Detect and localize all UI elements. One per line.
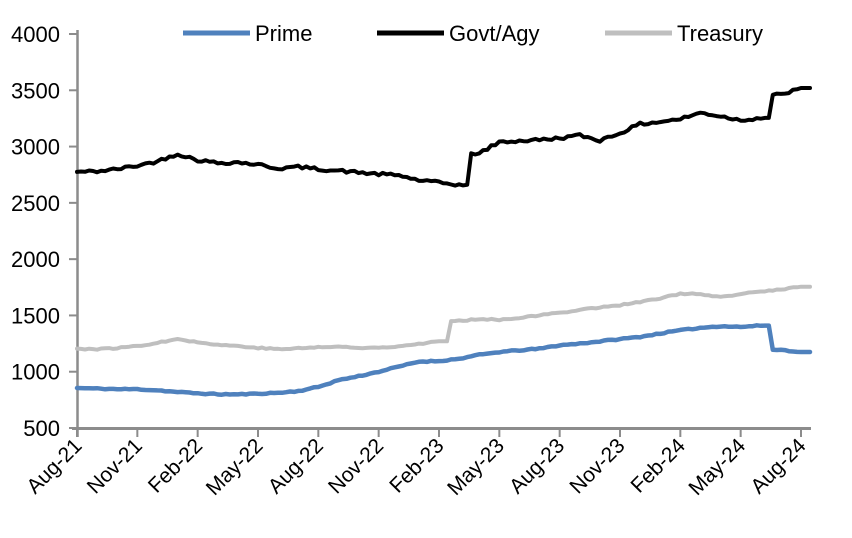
x-tick-label: Aug-24 <box>746 434 810 498</box>
x-tick-label: Aug-21 <box>22 434 86 498</box>
x-tick-label: May-22 <box>202 434 268 500</box>
series-line-prime <box>74 323 813 397</box>
x-tick-label: Nov-22 <box>324 434 388 498</box>
legend: Prime Govt/Agy Treasury <box>183 21 763 46</box>
x-tick-label: Aug-22 <box>264 434 328 498</box>
x-tick-label: Nov-23 <box>565 434 629 498</box>
legend-label: Treasury <box>677 21 763 46</box>
x-tick-label: Nov-21 <box>83 434 147 498</box>
y-tick-label: 3500 <box>11 78 60 103</box>
series-lines <box>74 86 813 397</box>
series-line-govt-agy <box>75 86 812 188</box>
y-tick-label: 1500 <box>11 303 60 328</box>
legend-item-treasury[interactable]: Treasury <box>605 21 763 46</box>
x-tick-label: Feb-22 <box>144 434 207 497</box>
x-tick-label: Feb-24 <box>627 434 691 498</box>
x-tick-label: May-23 <box>443 434 509 500</box>
series-line-treasury <box>75 284 812 352</box>
y-tick-label: 2500 <box>11 191 60 216</box>
x-tick-label: May-24 <box>684 434 750 500</box>
x-tick-label: Aug-23 <box>505 434 569 498</box>
legend-item-prime[interactable]: Prime <box>183 21 312 46</box>
y-tick-label: 500 <box>23 416 60 441</box>
y-tick-label: 1000 <box>11 360 60 385</box>
y-tick-label: 4000 <box>11 22 60 47</box>
axes <box>72 30 811 437</box>
legend-item-govt-agy[interactable]: Govt/Agy <box>377 21 539 46</box>
legend-label: Prime <box>255 21 312 46</box>
y-axis-ticks: 500 1000 1500 2000 2500 3000 3500 4000 <box>11 22 77 441</box>
y-tick-label: 2000 <box>11 247 60 272</box>
x-axis-ticks: Aug-21Nov-21Feb-22May-22Aug-22Nov-22Feb-… <box>22 428 811 500</box>
x-tick-label: Feb-23 <box>385 434 448 497</box>
y-tick-label: 3000 <box>11 135 60 160</box>
legend-label: Govt/Agy <box>449 21 539 46</box>
